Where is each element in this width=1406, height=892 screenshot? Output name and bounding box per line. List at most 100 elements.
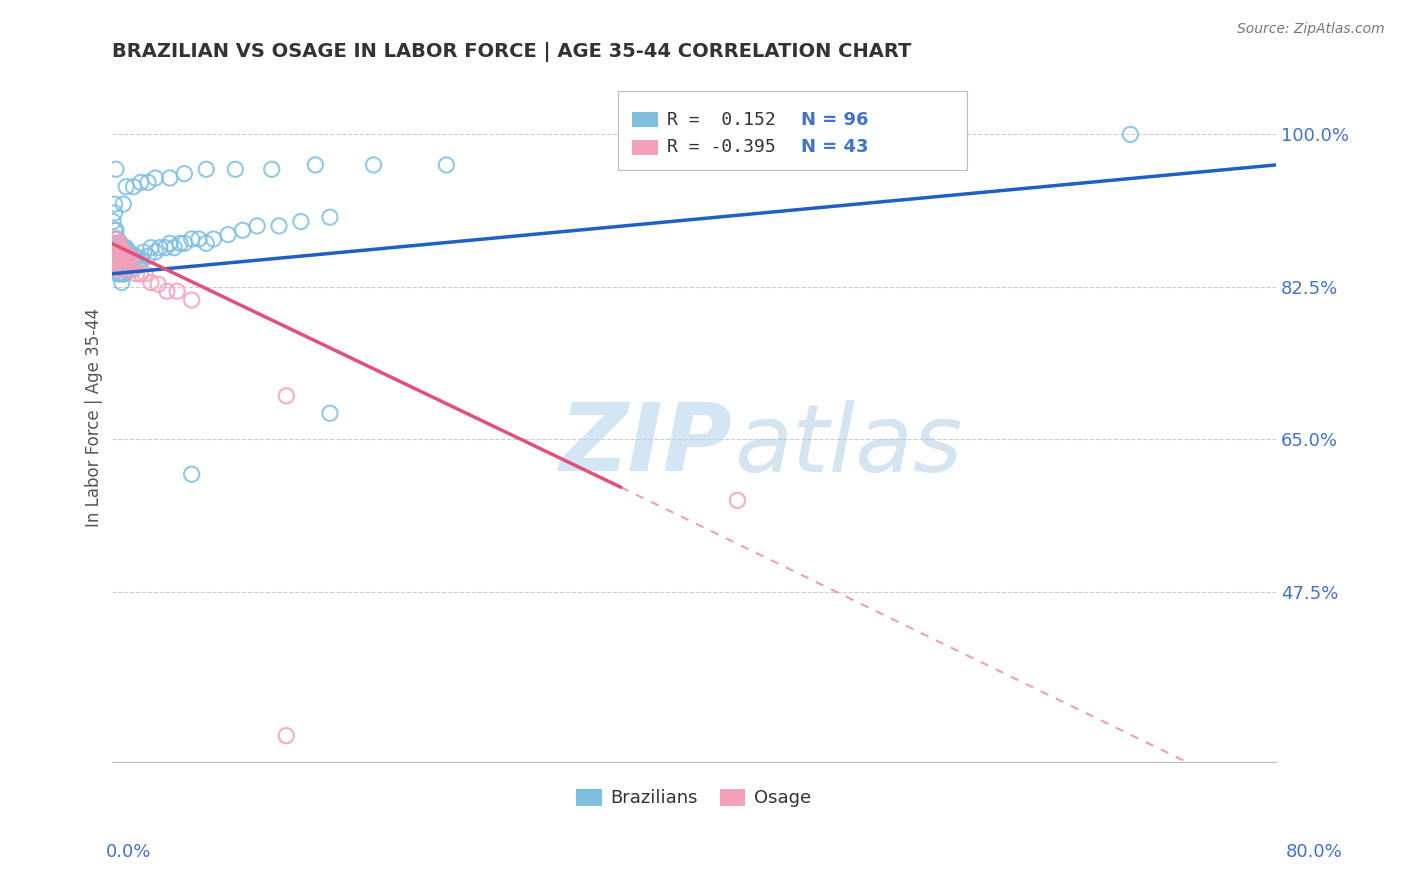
Point: [105, 236, 128, 251]
Point: [159, 236, 181, 251]
Point: [120, 258, 142, 272]
Point: [169, 236, 191, 251]
Point: [217, 227, 239, 242]
Point: [110, 249, 132, 263]
Point: [128, 258, 150, 272]
Point: [156, 285, 179, 299]
Point: [112, 241, 135, 255]
Text: ZIP: ZIP: [560, 399, 733, 491]
Point: [149, 241, 172, 255]
Point: [105, 223, 128, 237]
Point: [127, 253, 149, 268]
Point: [122, 249, 145, 263]
Point: [107, 267, 129, 281]
Point: [180, 293, 202, 307]
Point: [290, 214, 312, 228]
Point: [103, 249, 125, 263]
Point: [108, 241, 131, 255]
Point: [110, 249, 132, 263]
Point: [180, 467, 202, 482]
Point: [105, 249, 128, 263]
Point: [107, 253, 129, 268]
Text: atlas: atlas: [734, 400, 963, 491]
Point: [173, 167, 195, 181]
Point: [103, 236, 125, 251]
Point: [103, 249, 125, 263]
Point: [129, 175, 152, 189]
Point: [246, 219, 269, 233]
Text: R = -0.395: R = -0.395: [666, 138, 776, 156]
Point: [1119, 128, 1142, 142]
Point: [105, 245, 128, 260]
Point: [107, 236, 129, 251]
Point: [105, 253, 128, 268]
Point: [108, 258, 131, 272]
Point: [122, 179, 145, 194]
Point: [110, 260, 132, 274]
Point: [155, 241, 177, 255]
Point: [166, 285, 188, 299]
Point: [143, 245, 166, 260]
Point: [103, 197, 125, 211]
Point: [101, 241, 124, 255]
Point: [108, 267, 131, 281]
Point: [180, 232, 202, 246]
Point: [125, 249, 148, 263]
Text: 80.0%: 80.0%: [1286, 843, 1343, 861]
Point: [101, 241, 124, 255]
Point: [727, 493, 749, 508]
Text: Source: ZipAtlas.com: Source: ZipAtlas.com: [1237, 22, 1385, 37]
Point: [111, 262, 134, 277]
Point: [114, 247, 136, 261]
Point: [267, 219, 290, 233]
Point: [136, 175, 159, 189]
Text: R =  0.152: R = 0.152: [666, 111, 776, 128]
Point: [114, 260, 136, 274]
Point: [115, 262, 138, 277]
Point: [111, 241, 134, 255]
Point: [108, 253, 131, 268]
Point: [101, 214, 124, 228]
Point: [148, 277, 170, 292]
Point: [107, 236, 129, 251]
Point: [122, 262, 145, 277]
Point: [118, 245, 141, 260]
Point: [101, 236, 124, 251]
Point: [129, 253, 152, 268]
Text: BRAZILIAN VS OSAGE IN LABOR FORCE | AGE 35-44 CORRELATION CHART: BRAZILIAN VS OSAGE IN LABOR FORCE | AGE …: [111, 42, 911, 62]
Point: [136, 249, 159, 263]
Text: N = 43: N = 43: [801, 138, 869, 156]
FancyBboxPatch shape: [633, 139, 658, 154]
Point: [163, 241, 186, 255]
Point: [115, 247, 138, 261]
Point: [117, 253, 139, 268]
Point: [115, 241, 138, 255]
Point: [108, 253, 131, 268]
Point: [112, 249, 135, 263]
Point: [107, 253, 129, 268]
Point: [105, 162, 128, 177]
Point: [195, 162, 218, 177]
Point: [112, 245, 135, 260]
Point: [114, 267, 136, 281]
Point: [115, 249, 138, 263]
Point: [105, 232, 128, 246]
Legend: Brazilians, Osage: Brazilians, Osage: [569, 781, 818, 814]
Point: [173, 236, 195, 251]
Point: [105, 236, 128, 251]
Point: [117, 249, 139, 263]
Y-axis label: In Labor Force | Age 35-44: In Labor Force | Age 35-44: [86, 308, 103, 527]
Point: [108, 249, 131, 263]
Point: [202, 232, 225, 246]
Point: [111, 262, 134, 277]
Point: [103, 223, 125, 237]
Point: [125, 267, 148, 281]
Point: [115, 179, 138, 194]
Point: [139, 276, 162, 290]
Point: [111, 243, 134, 257]
Point: [110, 236, 132, 251]
Point: [134, 267, 156, 281]
Point: [110, 258, 132, 272]
Point: [118, 249, 141, 263]
Point: [118, 258, 141, 272]
